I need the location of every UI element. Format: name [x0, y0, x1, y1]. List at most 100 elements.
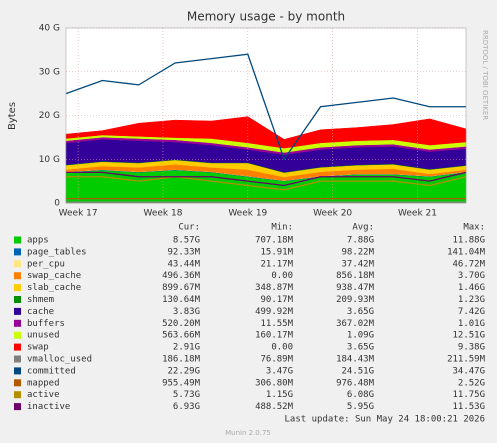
stat-value: 7.42G [458, 307, 485, 317]
legend-swatch [14, 379, 21, 387]
stat-value: 976.48M [336, 378, 375, 388]
stat-value: 563.66M [162, 331, 201, 341]
legend-label: vmalloc_used [27, 355, 92, 365]
stat-value: 11.75G [452, 390, 485, 400]
stat-value: 5.95G [347, 402, 374, 412]
legend-swatch [14, 260, 21, 268]
x-tick-label: Week 20 [313, 209, 352, 219]
legend-swatch [14, 355, 21, 363]
legend-swatch [14, 391, 21, 399]
stat-header: Cur: [178, 223, 200, 233]
y-tick-label: 20 G [39, 111, 60, 121]
stat-value: 955.49M [162, 378, 201, 388]
line-series [66, 176, 467, 191]
stat-value: 3.47G [266, 366, 293, 376]
legend-swatch [14, 284, 21, 292]
legend-swatch [14, 367, 21, 375]
stat-value: 6.08G [347, 390, 374, 400]
stat-value: 3.83G [173, 307, 200, 317]
x-tick-label: Week 18 [143, 209, 182, 219]
y-tick-label: 10 G [39, 155, 60, 165]
stat-value: 98.22M [341, 247, 374, 257]
stat-header: Avg: [352, 223, 374, 233]
stat-value: 24.51G [341, 366, 374, 376]
legend-label: per_cpu [27, 259, 65, 269]
y-axis-label: Bytes [7, 102, 18, 130]
stat-value: 856.18M [336, 271, 375, 281]
legend: Cur: Min: Avg: Max: apps 8.57G 707.18M 7.88G 11.… [14, 223, 486, 412]
stat-value: 130.64M [162, 295, 201, 305]
side-text: RRDTOOL / TOBI OETIKER [481, 30, 489, 120]
legend-swatch [14, 272, 21, 280]
legend-label: mapped [27, 378, 60, 388]
stat-value: 7.88G [347, 236, 374, 246]
stat-value: 3.65G [347, 343, 374, 353]
stat-value: 12.51G [452, 331, 485, 341]
line-series [65, 53, 466, 161]
legend-label: buffers [27, 319, 65, 329]
stat-value: 160.17M [255, 331, 294, 341]
legend-swatch [14, 319, 21, 327]
legend-label: page_tables [27, 247, 87, 257]
stat-value: 21.17M [260, 259, 293, 269]
stat-value: 37.42M [341, 259, 374, 269]
legend-label: shmem [27, 295, 54, 305]
stat-header: Min: [271, 223, 293, 233]
stat-value: 90.17M [260, 295, 293, 305]
stat-value: 186.18M [162, 355, 201, 365]
stat-value: 5.73G [173, 390, 200, 400]
legend-swatch [14, 296, 21, 303]
legend-label: swap [27, 343, 49, 353]
stat-value: 2.52G [458, 378, 485, 388]
plot: 0 10 G 20 G 30 G 40 G Week 17 Week 18 Week 19 We… [39, 24, 467, 219]
stat-value: 3.65G [347, 307, 374, 317]
stat-value: 1.15G [266, 390, 293, 400]
stat-value: 11.53G [452, 402, 485, 412]
legend-swatch [14, 331, 21, 339]
stat-value: 1.01G [458, 319, 485, 329]
legend-label: swap_cache [27, 271, 81, 281]
stat-value: 11.88G [452, 236, 485, 246]
y-tick-label: 0 [54, 199, 60, 209]
stat-value: 46.72M [452, 259, 485, 269]
stat-value: 6.93G [173, 402, 200, 412]
stat-value: 34.47G [452, 366, 485, 376]
stat-value: 306.80M [255, 378, 294, 388]
stat-value: 209.93M [336, 295, 375, 305]
stat-value: 3.70G [458, 271, 485, 281]
y-tick-label: 40 G [39, 24, 60, 34]
legend-swatch [14, 403, 21, 411]
legend-swatch [14, 343, 21, 351]
stat-value: 499.92M [255, 307, 294, 317]
legend-label: cache [27, 307, 54, 317]
stat-value: 76.89M [260, 355, 293, 365]
legend-label: apps [27, 236, 49, 246]
stat-value: 367.02M [336, 319, 375, 329]
stat-value: 707.18M [255, 236, 294, 246]
legend-swatch [14, 236, 21, 244]
legend-label: active [27, 390, 60, 400]
stat-value: 1.46G [458, 283, 485, 293]
stat-value: 496.36M [162, 271, 201, 281]
stat-value: 1.23G [458, 295, 485, 305]
chart-title: Memory usage - by month [187, 10, 345, 24]
stat-value: 938.47M [336, 283, 375, 293]
stat-value: 1.09G [347, 331, 374, 341]
stat-value: 9.38G [458, 343, 485, 353]
stat-value: 43.44M [167, 259, 200, 269]
y-tick-label: 30 G [39, 67, 60, 77]
legend-swatch [14, 307, 21, 315]
stat-value: 184.43M [336, 355, 375, 365]
legend-label: inactive [27, 402, 70, 412]
stat-value: 2.91G [173, 343, 200, 353]
stat-value: 0.00 [271, 271, 293, 281]
stat-value: 0.00 [271, 343, 293, 353]
legend-swatch [14, 248, 21, 256]
stat-value: 141.04M [447, 247, 486, 257]
x-tick-label: Week 21 [398, 209, 437, 219]
x-tick-label: Week 19 [228, 209, 267, 219]
stat-value: 22.29G [167, 366, 200, 376]
stat-value: 488.52M [255, 402, 294, 412]
